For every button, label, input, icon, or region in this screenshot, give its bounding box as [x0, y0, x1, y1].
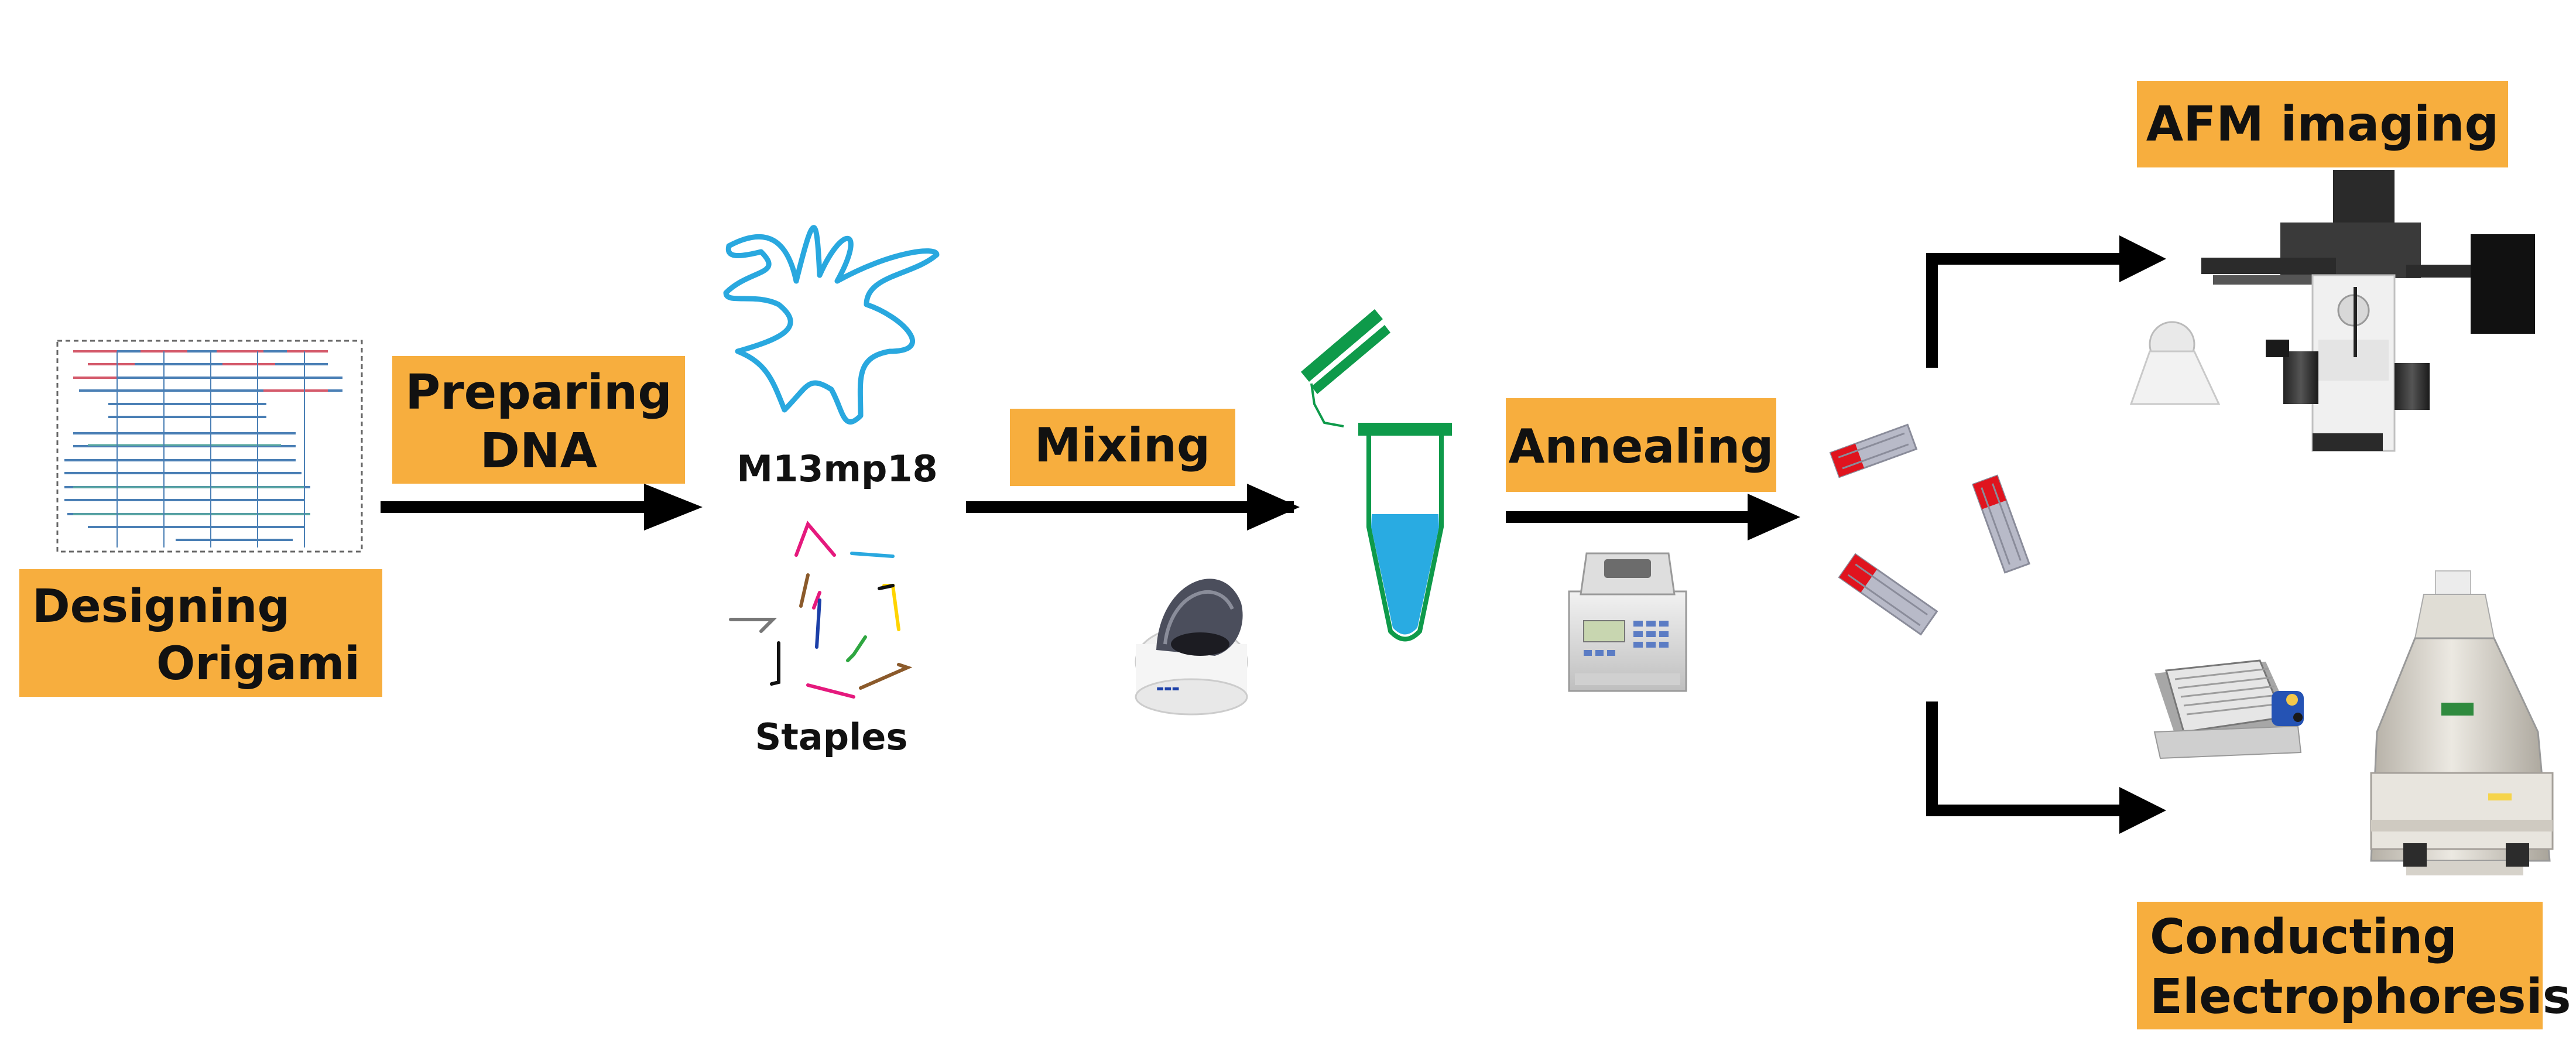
designing-label-box: [19, 569, 382, 697]
pipette-icon: [1301, 309, 1390, 427]
annealing-label: Annealing: [1508, 419, 1773, 474]
tube-icon: [1358, 423, 1452, 642]
origami-product-icon: [1829, 423, 2030, 636]
afm-label: AFM imaging: [2146, 97, 2499, 152]
afm-label-box: [2137, 81, 2508, 167]
staples-icon: [729, 521, 913, 699]
designing-label-line2: Origami: [156, 638, 360, 690]
mixing-label-box: [1010, 409, 1235, 486]
annealing-label-box: [1506, 398, 1776, 492]
svg-text:▬▬▬: ▬▬▬: [1156, 684, 1180, 693]
afm-microscope-icon: [2129, 170, 2535, 452]
scaffold-label: M13mp18: [737, 447, 937, 490]
branch-arrow-lower: [1926, 701, 2166, 834]
gel-imager-icon: [2370, 570, 2554, 875]
mixing-label: Mixing: [1034, 418, 1210, 473]
electrophoresis-label-line1: Conducting: [2150, 909, 2457, 965]
preparing-label-line2: DNA: [480, 423, 598, 479]
staples-label: Staples: [755, 716, 908, 758]
electrophoresis-label-line2: Electrophoresis: [2150, 969, 2571, 1025]
centrifuge-icon: ▬▬▬: [1135, 579, 1248, 716]
preparing-label-box: [392, 356, 685, 484]
arrow-2: [966, 484, 1300, 531]
preparing-label-line1: Preparing: [405, 365, 672, 420]
arrow-1: [381, 484, 703, 531]
thermocycler-icon: [1568, 552, 1687, 692]
origami-design-icon: [56, 340, 363, 553]
gel-tank-icon: [2153, 659, 2304, 759]
arrow-3: [1506, 494, 1800, 540]
designing-label-line1: Designing: [32, 580, 290, 633]
electrophoresis-label-box: [2137, 902, 2543, 1029]
branch-arrow-upper: [1926, 235, 2166, 368]
scaffold-strand-icon: [723, 225, 940, 425]
